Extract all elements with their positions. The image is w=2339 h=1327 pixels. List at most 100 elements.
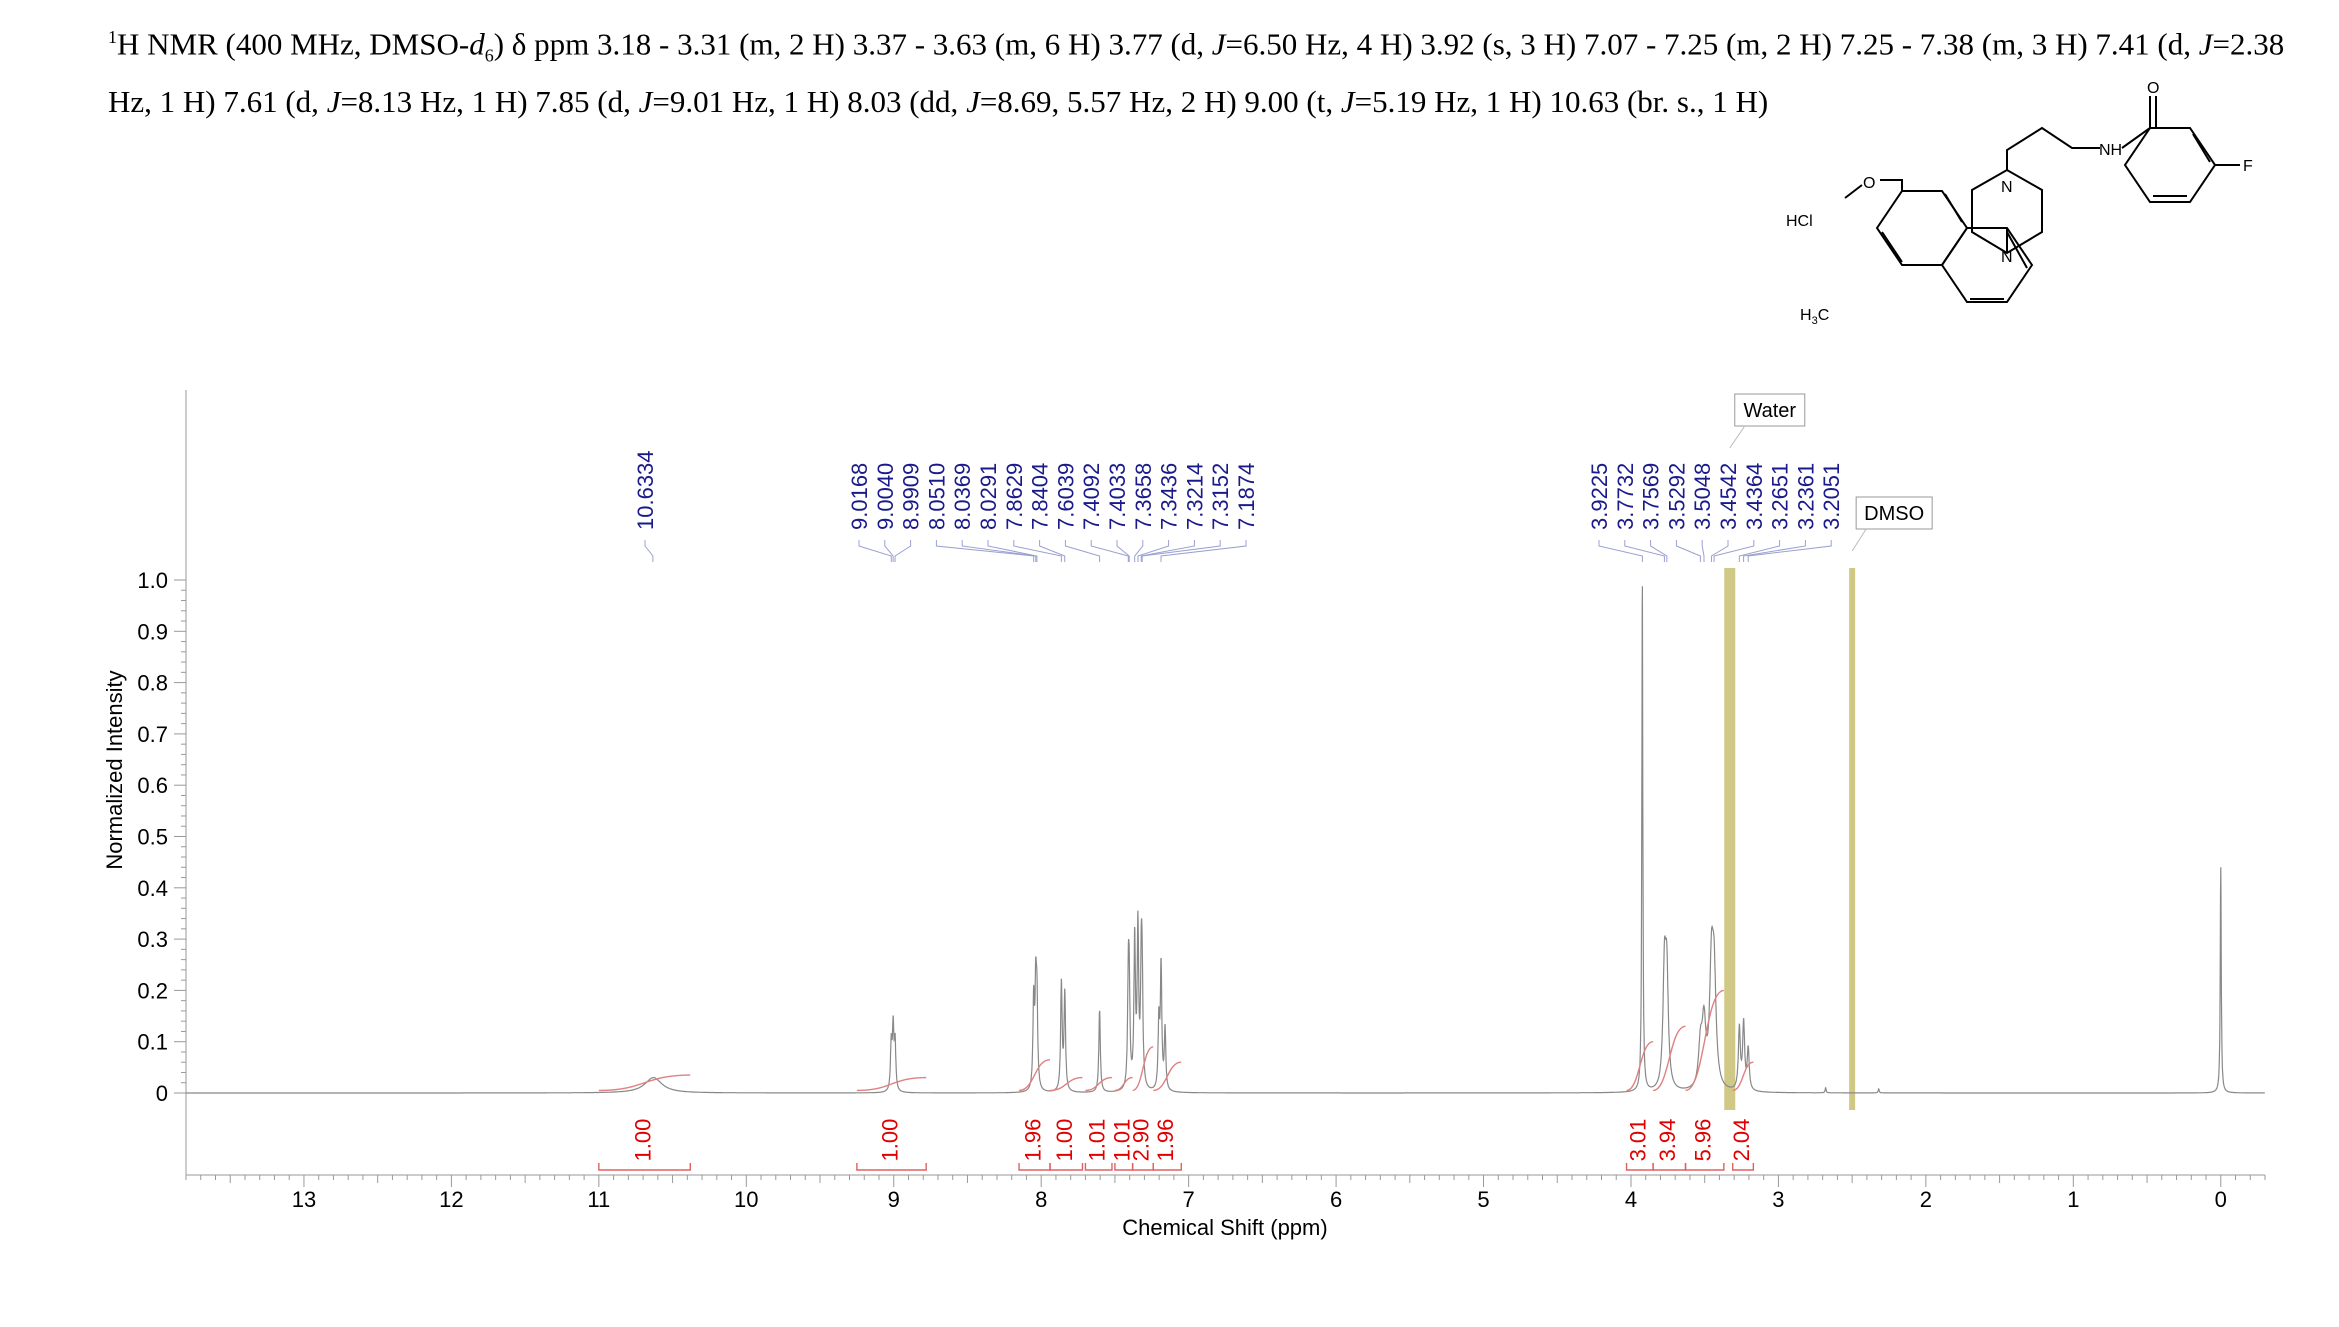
x-tick-label: 10 — [734, 1187, 758, 1212]
x-tick-label: 13 — [292, 1187, 316, 1212]
y-axis: 0 0.1 0.2 0.3 0.4 0.5 0.6 0.7 0.8 0.9 1.0 Normalize… — [102, 568, 186, 1106]
integral-curve — [1685, 989, 1725, 1092]
peak-leader — [1039, 540, 1066, 562]
hcl-label: HCl — [1786, 213, 1813, 230]
peak-label: 3.4364 — [1742, 463, 1767, 530]
nh-label: NH — [2099, 142, 2122, 159]
amide-bond — [2121, 96, 2157, 149]
peak-label: 7.4033 — [1105, 463, 1130, 530]
peak-leader — [1624, 540, 1665, 562]
peak-label: 3.5048 — [1690, 463, 1715, 530]
peak-label: 3.2051 — [1819, 463, 1844, 530]
x-tick-label: 9 — [888, 1187, 900, 1212]
y-tick-label: 0.2 — [137, 978, 168, 1003]
peak-leader — [894, 540, 912, 562]
peak-leader — [1160, 540, 1247, 562]
piperazine-n-top-label: N — [2001, 179, 2013, 196]
integral-label: 1.00 — [1052, 1119, 1077, 1162]
fluorophenyl-ring — [2123, 127, 2217, 203]
peak-list-text: ppm 3.18 - 3.31 (m, 2 H) 3.37 - 3.63 (m,… — [108, 26, 2284, 118]
solvent-leader — [1729, 425, 1746, 449]
peak-label: 7.3152 — [1208, 463, 1233, 530]
peak-leader — [884, 540, 894, 562]
integral-bracket — [1114, 1163, 1134, 1171]
y-tick-label: 0.7 — [137, 722, 168, 747]
integral-curve — [856, 1076, 927, 1092]
peak-label: 3.2651 — [1768, 463, 1793, 530]
solvent-sub: 6 — [484, 45, 494, 66]
peak-list-segment: =5.19 Hz, 1 H) 10.63 (br. s., 1 H) — [1354, 83, 1769, 119]
solvent-band — [1849, 568, 1856, 1110]
peak-leader — [961, 540, 1037, 562]
fluorophenyl-double-bonds — [2153, 133, 2211, 197]
solvent-label-box — [1734, 393, 1806, 427]
peak-label: 3.4542 — [1716, 463, 1741, 530]
peak-label: 10.6334 — [633, 450, 658, 530]
integral-curve — [1626, 1041, 1654, 1092]
conditions-close: ) — [493, 26, 505, 62]
left-naphthalene-ring — [1875, 190, 1969, 266]
peak-leader — [935, 540, 1035, 562]
nucleus-mass: 1 — [108, 27, 117, 47]
peak-label: 9.0040 — [873, 463, 898, 530]
integral-curve — [1018, 1058, 1051, 1092]
peak-leader — [987, 540, 1038, 562]
integral-bracket — [1049, 1163, 1084, 1171]
peak-label: 7.3436 — [1157, 463, 1182, 530]
peak-label: 7.6039 — [1053, 463, 1078, 530]
integral-label: 1.96 — [1020, 1119, 1045, 1162]
peak-leader — [858, 540, 892, 562]
aromatic-double-bonds — [1881, 193, 2028, 300]
coupling-symbol: J — [638, 83, 653, 119]
peak-leader — [1713, 540, 1755, 562]
integral-label: 3.94 — [1655, 1119, 1680, 1162]
peak-label: 3.5292 — [1664, 463, 1689, 530]
methoxy-bonds — [1844, 179, 1903, 199]
peak-list-segment: =6.50 Hz, 4 H) 3.92 (s, 3 H) 7.07 - 7.25… — [1225, 26, 2199, 62]
y-tick-label: 0.8 — [137, 671, 168, 696]
solvent-label: DMSO — [1864, 503, 1924, 525]
nucleus-label: H NMR — [117, 26, 218, 62]
peak-leader — [1064, 540, 1101, 562]
x-tick-label: 5 — [1477, 1187, 1489, 1212]
molecule-structure — [1844, 96, 2240, 303]
integral-label: 5.96 — [1691, 1119, 1716, 1162]
x-tick-label: 1 — [2067, 1187, 2079, 1212]
peak-leader — [1140, 540, 1195, 562]
y-tick-label: 0.1 — [137, 1030, 168, 1055]
spectrum-line — [186, 586, 2265, 1094]
integral-label: 1.01 — [1110, 1119, 1135, 1162]
integral-bracket — [1018, 1163, 1051, 1171]
peak-leader — [1675, 540, 1701, 562]
solvent-band — [1724, 568, 1736, 1110]
integral-label: 1.00 — [877, 1119, 902, 1162]
peak-label: 3.7569 — [1639, 463, 1664, 530]
delta-symbol: δ — [511, 26, 527, 62]
y-tick-label: 0 — [156, 1081, 168, 1106]
peak-label: 7.3658 — [1131, 463, 1156, 530]
piperazine-n-bottom-label: N — [2001, 249, 2013, 266]
peak-label: 8.9909 — [899, 463, 924, 530]
peak-label: 8.0510 — [924, 463, 949, 530]
peak-leader — [1090, 540, 1129, 562]
integral-curves: 1.00 1.00 1.96 1.00 1.01 1.012.90 1.96 3.01 3.94… — [598, 989, 1755, 1171]
peak-leader — [1738, 540, 1781, 562]
x-tick-label: 11 — [587, 1187, 610, 1212]
peak-leader — [1747, 540, 1832, 562]
integral-curve — [1114, 1076, 1133, 1092]
x-tick-label: 3 — [1772, 1187, 1784, 1212]
peak-list-segment: =8.69, 5.57 Hz, 2 H) 9.00 (t, — [979, 83, 1341, 119]
integral-label: 1.96 — [1153, 1119, 1178, 1162]
peak-leader — [644, 540, 654, 562]
y-tick-label: 0.3 — [137, 927, 168, 952]
y-tick-label: 0.6 — [137, 773, 168, 798]
conditions-text: (400 MHz, DMSO- — [225, 26, 470, 62]
y-tick-label: 0.4 — [137, 876, 168, 901]
x-tick-label: 12 — [439, 1187, 463, 1212]
peak-leader — [1134, 540, 1144, 562]
integral-bracket — [1732, 1163, 1755, 1171]
peak-label: 3.9225 — [1587, 463, 1612, 530]
peak-list-segment: =9.01 Hz, 1 H) 8.03 (dd, — [652, 83, 967, 119]
x-tick-label: 4 — [1625, 1187, 1637, 1212]
fluorine-label: F — [2243, 158, 2253, 175]
